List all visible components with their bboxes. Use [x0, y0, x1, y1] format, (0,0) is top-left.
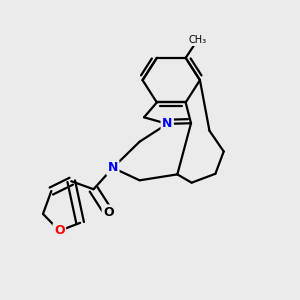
Text: N: N	[108, 161, 118, 174]
Text: CH₃: CH₃	[188, 35, 207, 45]
Text: N: N	[162, 117, 172, 130]
Text: O: O	[54, 224, 65, 237]
Text: O: O	[103, 206, 114, 219]
